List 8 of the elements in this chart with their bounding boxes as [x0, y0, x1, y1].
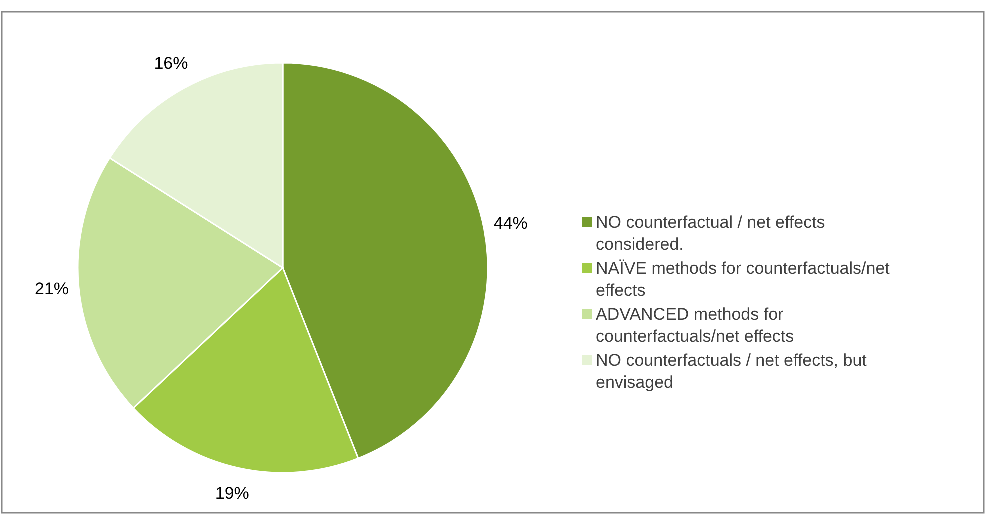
data-label: 16%: [154, 54, 188, 74]
legend-label: ADVANCED methods for counterfactuals/net effects: [596, 305, 794, 346]
legend-label: NO counterfactuals / net effects, but envisaged: [596, 351, 868, 392]
data-label: 44%: [494, 214, 528, 234]
data-label: 19%: [215, 484, 250, 503]
legend-label: NO counterfactual / net effects considered.: [596, 213, 826, 254]
data-label: 21%: [35, 279, 70, 298]
legend-label: NAÏVE methods for counterfactuals/net effects: [596, 259, 890, 300]
